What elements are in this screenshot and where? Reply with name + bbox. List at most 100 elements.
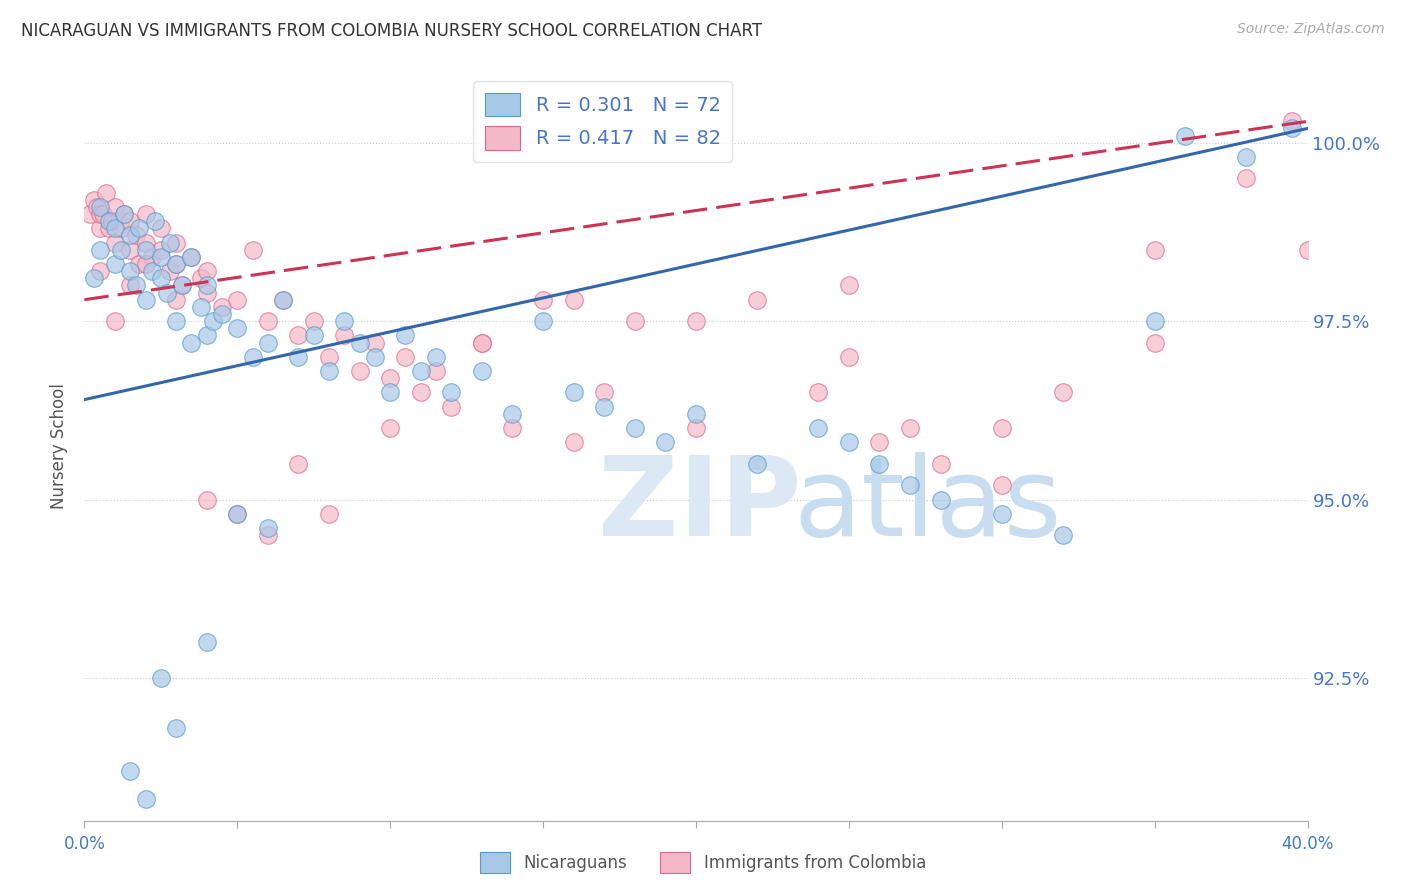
Point xyxy=(195,635,218,649)
Point xyxy=(425,350,447,364)
Point xyxy=(104,221,127,235)
Point xyxy=(1052,385,1074,400)
Point xyxy=(838,278,860,293)
Point xyxy=(624,314,647,328)
Point xyxy=(502,421,524,435)
Text: 0.0%: 0.0% xyxy=(63,835,105,853)
Point xyxy=(120,214,142,228)
Point xyxy=(380,385,402,400)
Point xyxy=(1296,243,1319,257)
Point xyxy=(211,307,233,321)
Point xyxy=(502,407,524,421)
Point xyxy=(172,278,194,293)
Point xyxy=(120,243,142,257)
Point xyxy=(685,314,707,328)
Point xyxy=(104,257,127,271)
Point xyxy=(165,721,187,735)
Point xyxy=(685,407,707,421)
Point xyxy=(838,350,860,364)
Point xyxy=(149,243,172,257)
Point xyxy=(654,435,676,450)
Point xyxy=(135,293,157,307)
Point xyxy=(593,400,616,414)
Point xyxy=(807,385,830,400)
Point xyxy=(226,293,249,307)
Point xyxy=(149,271,172,285)
Text: 40.0%: 40.0% xyxy=(1281,835,1334,853)
Point xyxy=(409,385,432,400)
Point xyxy=(195,264,218,278)
Point xyxy=(159,235,181,250)
Point xyxy=(318,507,340,521)
Point xyxy=(201,314,224,328)
Point xyxy=(104,314,127,328)
Point xyxy=(257,521,280,535)
Point xyxy=(747,293,769,307)
Point xyxy=(593,385,616,400)
Point xyxy=(394,350,416,364)
Point xyxy=(180,250,202,264)
Point xyxy=(929,492,952,507)
Point xyxy=(318,350,340,364)
Point xyxy=(471,335,494,350)
Point xyxy=(135,792,157,806)
Point xyxy=(394,328,416,343)
Point xyxy=(110,243,132,257)
Point xyxy=(141,264,163,278)
Point xyxy=(1143,243,1166,257)
Point xyxy=(89,264,111,278)
Point xyxy=(380,421,402,435)
Point xyxy=(128,221,150,235)
Point xyxy=(471,335,494,350)
Point xyxy=(195,328,218,343)
Point xyxy=(120,264,142,278)
Point xyxy=(91,207,114,221)
Text: NICARAGUAN VS IMMIGRANTS FROM COLOMBIA NURSERY SCHOOL CORRELATION CHART: NICARAGUAN VS IMMIGRANTS FROM COLOMBIA N… xyxy=(21,22,762,40)
Point xyxy=(1143,314,1166,328)
Point xyxy=(125,278,148,293)
Point xyxy=(104,235,127,250)
Point xyxy=(97,214,120,228)
Point xyxy=(226,507,249,521)
Point xyxy=(159,264,181,278)
Point xyxy=(242,243,264,257)
Point xyxy=(89,243,111,257)
Point xyxy=(180,335,202,350)
Point xyxy=(562,435,585,450)
Point xyxy=(624,421,647,435)
Point xyxy=(364,350,387,364)
Point xyxy=(156,285,179,300)
Point xyxy=(869,435,891,450)
Point xyxy=(83,271,105,285)
Point xyxy=(747,457,769,471)
Text: Source: ZipAtlas.com: Source: ZipAtlas.com xyxy=(1237,22,1385,37)
Point xyxy=(333,314,356,328)
Point xyxy=(471,364,494,378)
Point xyxy=(190,271,212,285)
Point xyxy=(226,507,249,521)
Point xyxy=(180,250,202,264)
Point xyxy=(149,250,172,264)
Point xyxy=(562,385,585,400)
Point xyxy=(112,207,135,221)
Point xyxy=(79,207,101,221)
Point xyxy=(120,278,142,293)
Point xyxy=(101,214,124,228)
Point xyxy=(1174,128,1197,143)
Point xyxy=(97,221,120,235)
Point xyxy=(531,314,554,328)
Point xyxy=(149,671,172,685)
Point xyxy=(898,478,921,492)
Point xyxy=(869,457,891,471)
Point xyxy=(226,321,249,335)
Point xyxy=(364,335,387,350)
Point xyxy=(1236,171,1258,186)
Point xyxy=(257,314,280,328)
Point xyxy=(165,257,187,271)
Point xyxy=(302,328,325,343)
Point xyxy=(135,207,157,221)
Point xyxy=(86,200,108,214)
Point xyxy=(838,435,860,450)
Point xyxy=(562,293,585,307)
Point xyxy=(125,228,148,243)
